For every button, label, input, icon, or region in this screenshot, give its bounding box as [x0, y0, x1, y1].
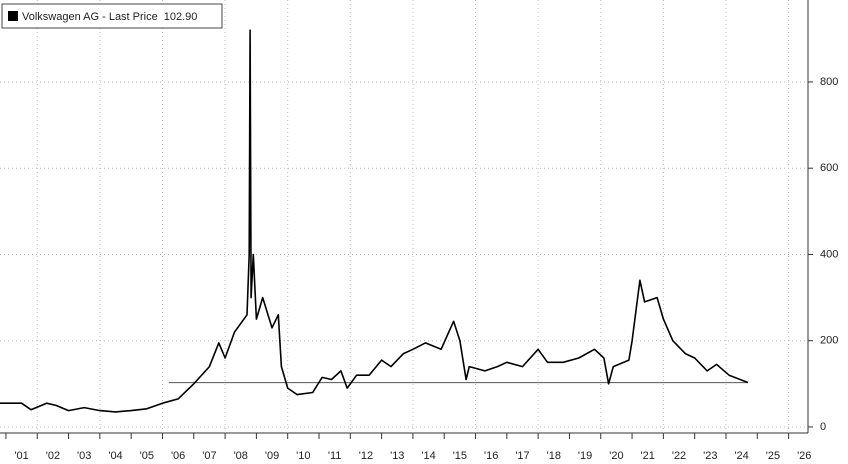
x-tick-label: '04 — [108, 450, 122, 462]
legend-box — [1, 3, 223, 29]
legend-label: Volkswagen AG - Last Price — [22, 11, 158, 23]
x-tick-label: '19 — [578, 450, 592, 462]
x-tick-label: '24 — [734, 450, 748, 462]
x-tick-label: '23 — [703, 450, 717, 462]
x-tick-label: '10 — [296, 450, 310, 462]
x-tick-label: '15 — [453, 450, 467, 462]
x-tick-label: '18 — [547, 450, 561, 462]
y-tick-label: 600 — [820, 162, 838, 174]
y-tick-label: 0 — [820, 421, 826, 433]
x-tick-label: '16 — [484, 450, 498, 462]
y-tick-label: 400 — [820, 248, 838, 260]
x-tick-label: '01 — [14, 450, 28, 462]
x-tick-label: '26 — [797, 450, 811, 462]
price-line — [0, 29, 749, 413]
legend-swatch — [8, 11, 18, 21]
x-tick-label: '09 — [265, 450, 279, 462]
legend-value: 102.90 — [164, 11, 198, 23]
x-tick-label: '12 — [359, 450, 373, 462]
x-tick-label: '02 — [46, 450, 60, 462]
x-tick-label: '06 — [171, 450, 185, 462]
x-tick-label: '17 — [515, 450, 529, 462]
x-tick-label: '03 — [77, 450, 91, 462]
x-tick-label: '07 — [202, 450, 216, 462]
legend: Volkswagen AG - Last Price 102.90 — [1, 3, 223, 29]
x-tick-label: '25 — [766, 450, 780, 462]
x-tick-label: '20 — [609, 450, 623, 462]
x-tick-label: '21 — [641, 450, 655, 462]
x-tick-label: '05 — [140, 450, 154, 462]
x-tick-label: '11 — [328, 450, 342, 462]
x-tick-label: '14 — [421, 450, 435, 462]
y-tick-label: 200 — [820, 335, 838, 347]
x-tick-label: '08 — [234, 450, 248, 462]
x-tick-label: '22 — [672, 450, 686, 462]
y-tick-label: 800 — [820, 76, 838, 88]
x-tick-label: '13 — [390, 450, 404, 462]
